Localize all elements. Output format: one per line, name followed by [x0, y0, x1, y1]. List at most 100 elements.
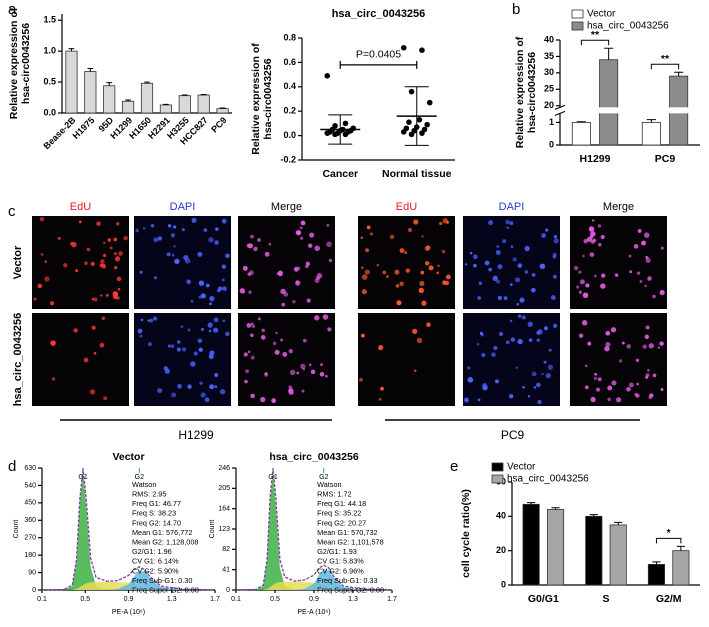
cell-nucleus: [225, 331, 230, 337]
legend-swatch: [571, 9, 584, 19]
stat-line: RMS: 1.72: [317, 490, 351, 499]
phase-area: [42, 471, 215, 590]
y-tick-label: 40: [496, 511, 506, 521]
cell-nucleus: [576, 285, 580, 289]
cell-nucleus: [552, 254, 557, 259]
data-point: [342, 131, 349, 138]
data-point: [324, 73, 331, 79]
cell-nucleus: [250, 234, 254, 239]
y-axis-label: Count: [13, 520, 20, 539]
cell-nucleus: [645, 257, 651, 263]
cell-nucleus: [300, 236, 304, 240]
error-bar: [106, 82, 113, 86]
cell-nucleus: [633, 244, 639, 249]
stat-line: CV G1: 6.14%: [132, 557, 179, 566]
cell-nucleus: [93, 352, 97, 355]
cell-nucleus: [101, 316, 106, 320]
y-axis-label: Relative expression of: [8, 7, 20, 119]
cell-nucleus: [247, 350, 251, 354]
cell-nucleus: [488, 267, 492, 272]
cell-nucleus: [605, 341, 611, 348]
cell-nucleus: [147, 342, 152, 347]
cell-nucleus: [522, 385, 525, 389]
cell-nucleus: [659, 289, 665, 296]
x-tick-label: H1975: [71, 115, 97, 141]
cell-nucleus: [498, 331, 504, 337]
cell-nucleus: [272, 341, 277, 346]
cell-nucleus: [44, 260, 47, 263]
cell-nucleus: [591, 219, 595, 222]
cell-nucleus: [171, 392, 177, 398]
cell-nucleus: [590, 231, 596, 237]
data-point: [424, 121, 430, 128]
cell-nucleus: [536, 338, 541, 342]
cell-nucleus: [497, 264, 503, 270]
cell-nucleus: [426, 322, 431, 327]
cell-nucleus: [174, 258, 180, 265]
cell-nucleus: [585, 283, 590, 288]
cell-nucleus: [553, 238, 559, 244]
cell-nucleus: [578, 333, 584, 338]
cell-nucleus: [635, 358, 640, 363]
y-tick-label: 123: [218, 526, 230, 533]
cell-nucleus: [594, 274, 597, 278]
cell-nucleus: [601, 273, 606, 278]
y-tick-label: 20: [496, 545, 506, 555]
cell-nucleus: [282, 352, 288, 357]
cell-nucleus: [115, 221, 120, 226]
cell-nucleus: [167, 224, 172, 228]
cell-nucleus: [516, 302, 520, 306]
cell-nucleus: [173, 225, 177, 229]
chart-title: hsa_circ_0043256: [269, 451, 358, 463]
error-bar: [125, 99, 131, 102]
error-bar: [674, 71, 684, 77]
cell-nucleus: [644, 334, 650, 339]
cell-nucleus: [537, 329, 543, 335]
cell-nucleus: [170, 233, 176, 238]
cell-nucleus: [441, 249, 446, 254]
column-header: Merge: [603, 201, 634, 213]
cell-nucleus: [644, 232, 650, 238]
cell-nucleus: [531, 273, 536, 277]
cell-nucleus: [600, 283, 606, 289]
peak-label: G1: [78, 474, 87, 481]
stat-line: G2/G1: 1.93: [317, 547, 357, 556]
cell-nucleus: [214, 385, 218, 389]
x-tick-label: 0.1: [231, 596, 241, 603]
stat-line: Freq G1: 46.77: [132, 499, 181, 508]
cell-nucleus: [628, 254, 632, 258]
bar: [103, 85, 116, 114]
cell-nucleus: [182, 347, 187, 352]
cell-nucleus: [147, 319, 150, 322]
cell-nucleus: [582, 254, 585, 258]
stat-line: Mean G2: 1,128,008: [132, 538, 199, 547]
cell-nucleus: [425, 245, 431, 251]
cell-nucleus: [222, 286, 227, 291]
y-tick-label: 630: [24, 465, 36, 472]
cell-nucleus: [637, 271, 641, 275]
stat-line: CV G2: 5.90%: [132, 566, 179, 575]
chart-title: hsa_circ_0043256: [332, 8, 426, 20]
phase-area: [236, 569, 392, 590]
row-label: Vector: [12, 245, 24, 279]
cell-nucleus: [307, 243, 313, 248]
y-tick-label: 1.5: [43, 15, 56, 25]
error-bar: [604, 47, 614, 60]
cell-nucleus: [314, 315, 320, 321]
bar: [178, 95, 191, 114]
axis-break: [554, 107, 700, 114]
cell-nucleus: [645, 325, 650, 330]
y-axis-label: hsa-circ0043256: [262, 58, 274, 139]
x-tick-label: 0.9: [309, 596, 319, 603]
cell-nucleus: [553, 234, 557, 239]
y-tick-label: 0.8: [283, 32, 296, 42]
cell-nucleus: [404, 251, 408, 255]
y-tick-label: 205: [218, 485, 230, 492]
cell-nucleus: [207, 322, 213, 328]
error-bar: [527, 502, 536, 505]
cell-nucleus: [436, 271, 440, 275]
bar: [641, 121, 661, 146]
cell-nucleus: [113, 237, 118, 242]
data-point: [324, 130, 331, 136]
